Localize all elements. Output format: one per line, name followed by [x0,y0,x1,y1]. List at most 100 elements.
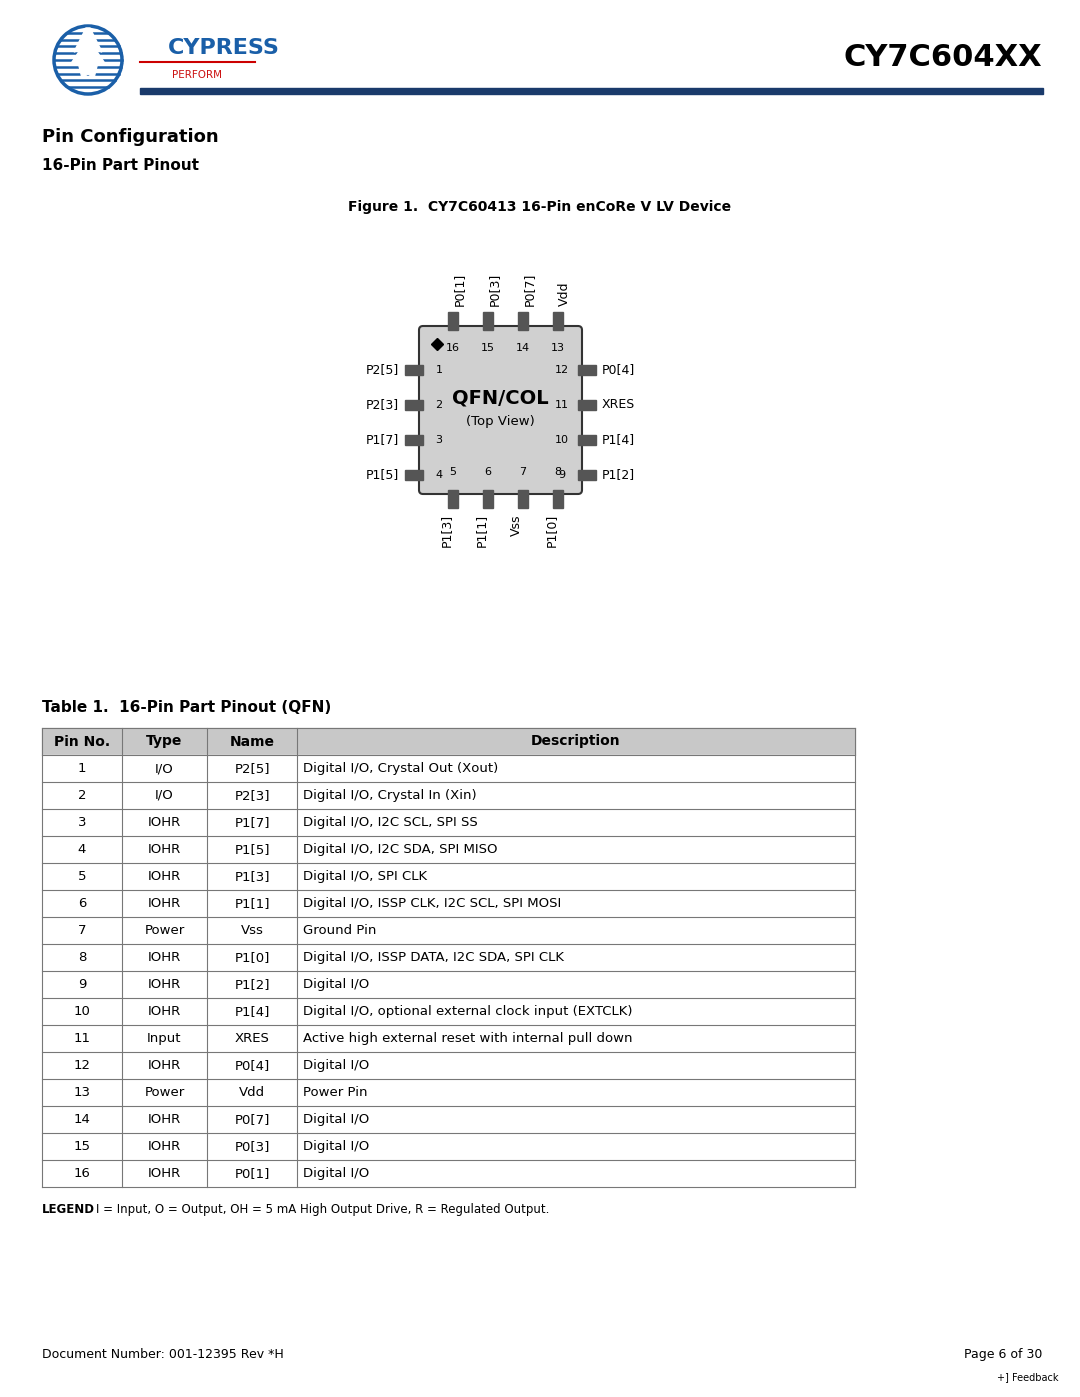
Text: 7: 7 [78,923,86,937]
Text: I = Input, O = Output, OH = 5 mA High Output Drive, R = Regulated Output.: I = Input, O = Output, OH = 5 mA High Ou… [96,1203,550,1215]
Bar [42,863,855,890]
Text: 13: 13 [551,344,565,353]
Bar [42,916,855,944]
Text: P2[3]: P2[3] [234,789,270,802]
Text: 8: 8 [78,951,86,964]
Text: Input: Input [147,1032,181,1045]
Bar [42,835,855,863]
Text: P0[3]: P0[3] [488,272,501,306]
Text: P1[3]: P1[3] [234,870,270,883]
Text: P1[1]: P1[1] [234,897,270,909]
Text: Power: Power [145,1085,185,1099]
Text: QFN/COL: QFN/COL [451,388,549,408]
Bar [42,1078,855,1106]
Text: Digital I/O: Digital I/O [303,1059,369,1071]
Bar [405,400,423,409]
Text: 8: 8 [554,467,562,476]
Bar [448,490,458,509]
Bar [42,1025,855,1052]
Text: Digital I/O, ISSP DATA, I2C SDA, SPI CLK: Digital I/O, ISSP DATA, I2C SDA, SPI CLK [303,951,564,964]
Text: P0[7]: P0[7] [234,1113,270,1126]
Bar [405,434,423,446]
Text: IOHR: IOHR [148,816,181,828]
Bar [405,469,423,481]
Text: 9: 9 [558,469,566,481]
Text: Power: Power [145,923,185,937]
Text: 5: 5 [449,467,457,476]
Text: IOHR: IOHR [148,951,181,964]
Text: Active high external reset with internal pull down: Active high external reset with internal… [303,1032,633,1045]
Text: P1[0]: P1[0] [234,951,270,964]
Text: IOHR: IOHR [148,1166,181,1180]
Text: Digital I/O, Crystal In (Xin): Digital I/O, Crystal In (Xin) [303,789,476,802]
Polygon shape [70,28,106,78]
Text: P1[1]: P1[1] [475,514,488,548]
Text: P0[7]: P0[7] [523,272,536,306]
Text: P0[1]: P0[1] [234,1166,270,1180]
Text: P1[2]: P1[2] [602,468,635,482]
Text: Vdd: Vdd [239,1085,265,1099]
Text: P1[0]: P1[0] [545,514,558,548]
Text: CYPRESS: CYPRESS [168,38,280,59]
Text: I/O: I/O [156,789,174,802]
Text: P1[7]: P1[7] [234,816,270,828]
Text: 15: 15 [481,344,495,353]
Text: Digital I/O: Digital I/O [303,1140,369,1153]
Text: IOHR: IOHR [148,870,181,883]
Text: Digital I/O: Digital I/O [303,978,369,990]
Text: Digital I/O: Digital I/O [303,1113,369,1126]
Text: IOHR: IOHR [148,1140,181,1153]
Bar [553,490,563,509]
Text: (Top View): (Top View) [465,415,535,429]
Text: Digital I/O, SPI CLK: Digital I/O, SPI CLK [303,870,427,883]
Text: Description: Description [531,735,621,749]
Text: 12: 12 [73,1059,91,1071]
Text: P2[5]: P2[5] [234,761,270,775]
Text: 16: 16 [446,344,460,353]
Text: 15: 15 [73,1140,91,1153]
Text: PERFORM: PERFORM [172,70,222,80]
Text: 6: 6 [485,467,491,476]
Text: Document Number: 001-12395 Rev *H: Document Number: 001-12395 Rev *H [42,1348,284,1361]
Text: P0[3]: P0[3] [234,1140,270,1153]
Text: P0[1]: P0[1] [453,272,465,306]
Text: IOHR: IOHR [148,1059,181,1071]
Text: IOHR: IOHR [148,897,181,909]
Text: Table 1.  16-Pin Part Pinout (QFN): Table 1. 16-Pin Part Pinout (QFN) [42,700,332,715]
Bar [42,728,855,754]
Text: Digital I/O, ISSP CLK, I2C SCL, SPI MOSI: Digital I/O, ISSP CLK, I2C SCL, SPI MOSI [303,897,562,909]
Text: Name: Name [229,735,274,749]
Text: IOHR: IOHR [148,842,181,856]
Bar [578,469,596,481]
Text: 9: 9 [78,978,86,990]
Bar [42,1106,855,1133]
Text: 10: 10 [555,434,569,446]
Text: 16: 16 [73,1166,91,1180]
Text: 5: 5 [78,870,86,883]
Text: XRES: XRES [234,1032,269,1045]
Bar [553,312,563,330]
Text: CY7C604XX: CY7C604XX [843,42,1042,71]
Bar [42,809,855,835]
Text: Digital I/O, Crystal Out (Xout): Digital I/O, Crystal Out (Xout) [303,761,498,775]
Bar [578,400,596,409]
Text: 3: 3 [435,434,443,446]
Text: 12: 12 [555,365,569,374]
Bar [578,434,596,446]
Text: Power Pin: Power Pin [303,1085,367,1099]
Text: 11: 11 [555,400,569,409]
Text: 6: 6 [78,897,86,909]
Text: P1[2]: P1[2] [234,978,270,990]
Text: 16-Pin Part Pinout: 16-Pin Part Pinout [42,158,199,173]
Bar [42,971,855,997]
Text: P1[5]: P1[5] [366,468,399,482]
Bar [42,1160,855,1187]
Text: IOHR: IOHR [148,1113,181,1126]
Text: 14: 14 [516,344,530,353]
Text: 13: 13 [73,1085,91,1099]
Text: P1[5]: P1[5] [234,842,270,856]
Text: Digital I/O: Digital I/O [303,1166,369,1180]
Text: P1[4]: P1[4] [602,433,635,447]
Text: Ground Pin: Ground Pin [303,923,376,937]
Text: 11: 11 [73,1032,91,1045]
